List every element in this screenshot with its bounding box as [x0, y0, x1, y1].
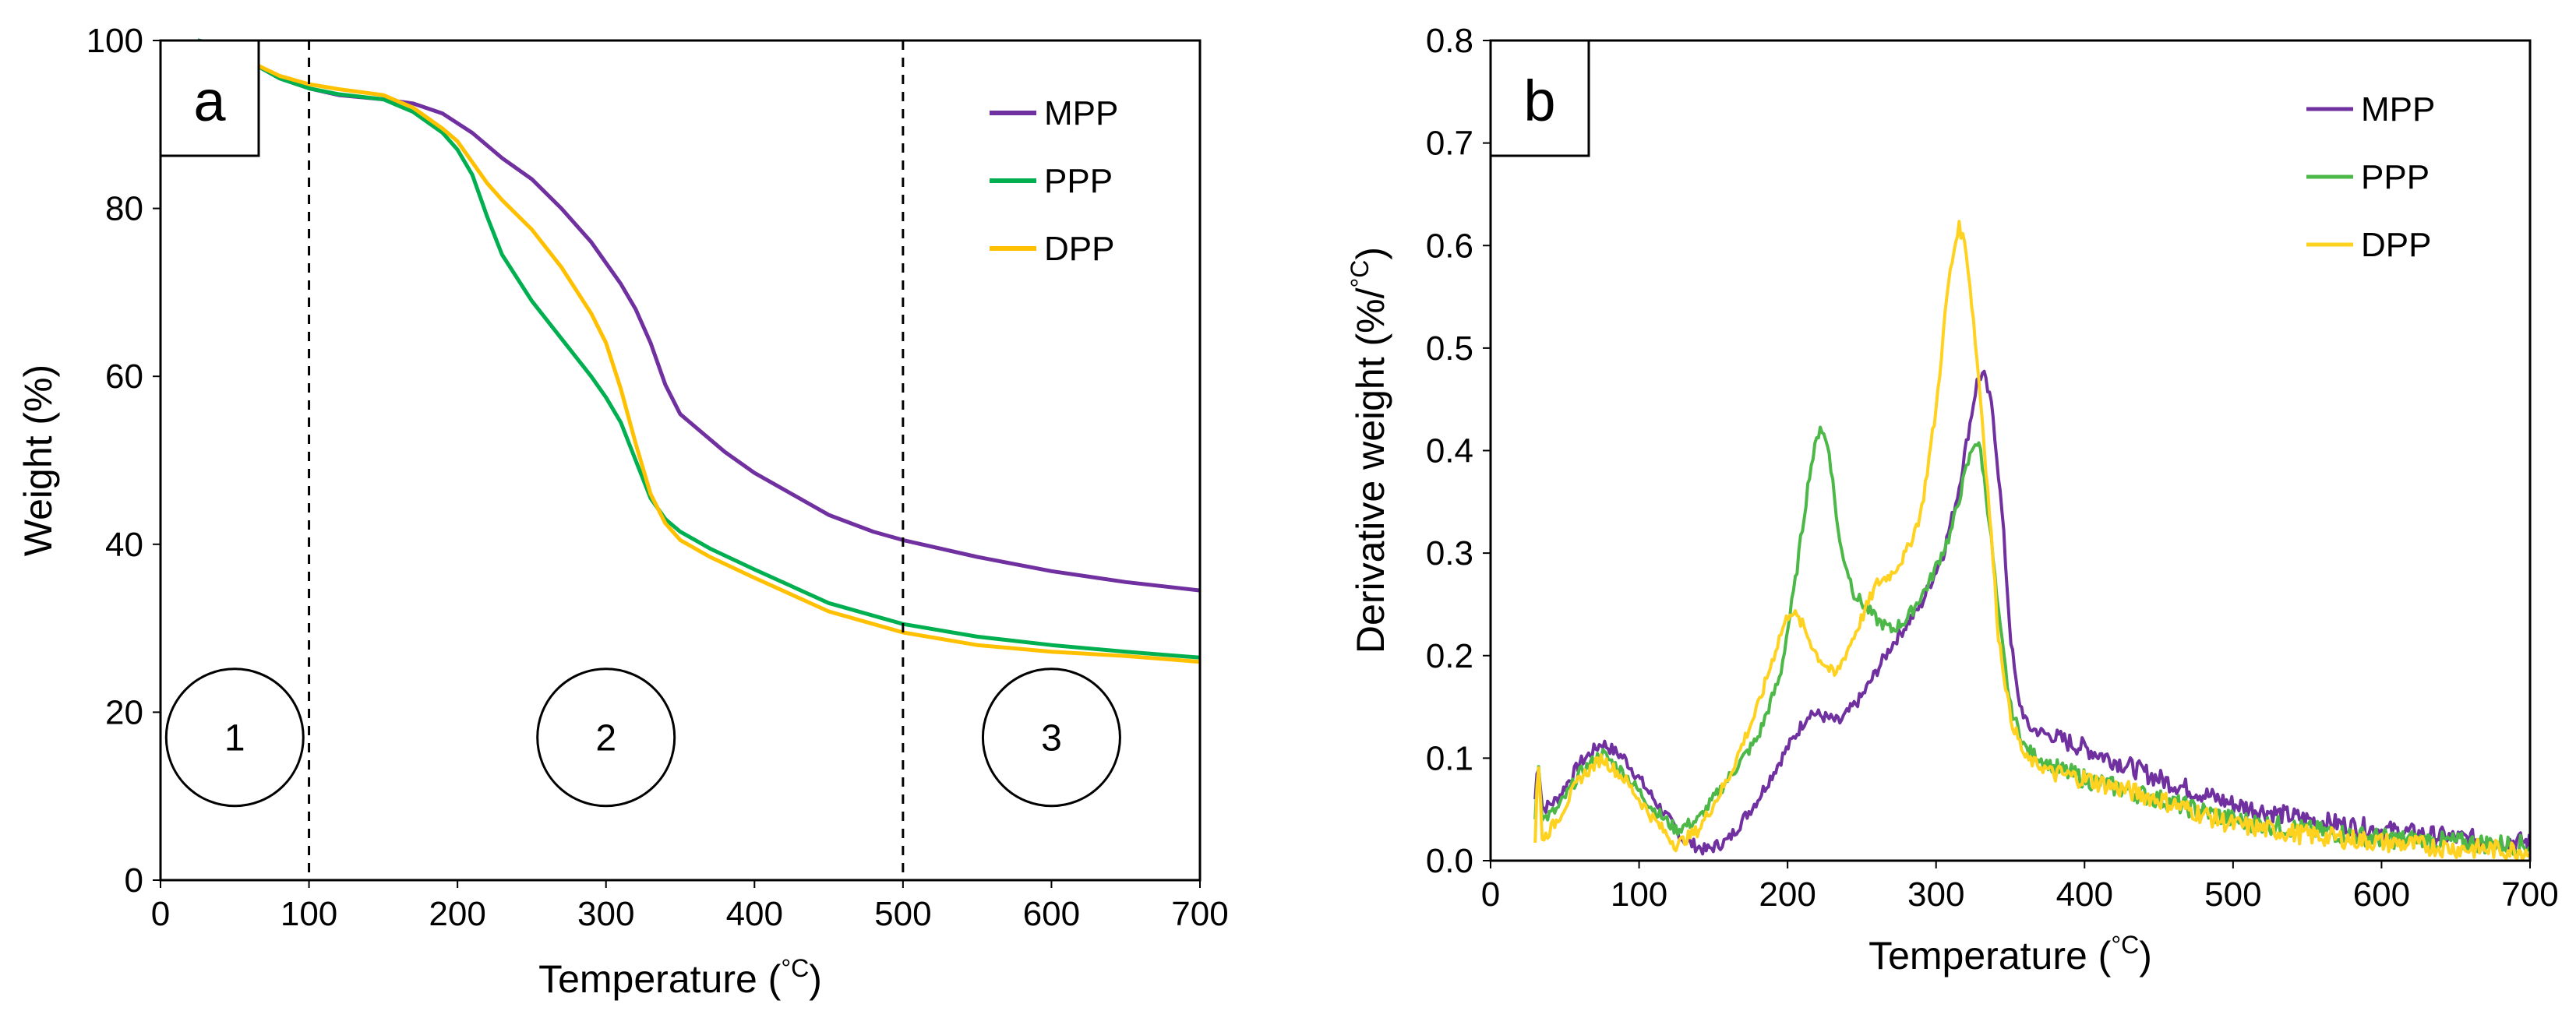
panel-b-legend: MPP PPP DPP [2306, 90, 2435, 264]
series-line-ppp [1533, 425, 2531, 856]
y-tick-label: 100 [86, 22, 143, 60]
y-tick-label: 20 [105, 693, 143, 731]
region-circle [536, 668, 676, 808]
x-tick-label: 500 [874, 895, 931, 933]
x-tick-label: 700 [2501, 875, 2558, 914]
y-tick-label: 80 [105, 190, 143, 228]
x-tick-label: 400 [2056, 875, 2113, 914]
series-line-dpp [1533, 220, 2531, 861]
x-tick-label: 200 [1759, 875, 1816, 914]
series-line-mpp [1533, 369, 2532, 856]
panel-b-series-group [1533, 220, 2532, 861]
panel-a-legend: MPP PPP DPP [990, 94, 1118, 268]
x-tick-label: 0 [151, 895, 170, 933]
legend-label-ppp: PPP [1044, 162, 1113, 200]
y-tick-label: 0.5 [1426, 329, 1473, 368]
x-tick-label: 500 [2204, 875, 2261, 914]
panel-b-label: b [1523, 69, 1555, 133]
legend-label-mpp: MPP [1044, 94, 1118, 132]
x-tick-label: 300 [577, 895, 634, 933]
x-tick-label: 600 [1023, 895, 1080, 933]
panel-a-label: a [193, 69, 226, 133]
y-tick-label: 0.0 [1426, 842, 1473, 880]
panel-a-plot-frame [159, 39, 1202, 882]
legend-label-mpp: MPP [2361, 90, 2435, 129]
y-tick-label: 0.8 [1426, 22, 1473, 60]
legend-label-dpp: DPP [2361, 226, 2431, 264]
x-tick-label: 600 [2353, 875, 2410, 914]
legend-label-ppp: PPP [2361, 158, 2430, 196]
x-tick-label: 400 [726, 895, 783, 933]
y-tick-label: 0.6 [1426, 227, 1473, 265]
x-tick-label: 100 [1611, 875, 1667, 914]
y-tick-label: 0.1 [1426, 739, 1473, 777]
region-label: 3 [1041, 718, 1062, 759]
y-tick-label: 0.4 [1426, 432, 1473, 470]
legend-label-dpp: DPP [1044, 230, 1114, 268]
y-tick-label: 0.3 [1426, 534, 1473, 572]
region-circle [981, 668, 1121, 808]
y-tick-label: 0 [125, 861, 143, 900]
y-tick-label: 40 [105, 526, 143, 564]
panel-a-label-box: a [159, 39, 260, 157]
y-tick-label: 60 [105, 358, 143, 396]
region-label: 2 [595, 718, 616, 759]
x-tick-label: 100 [281, 895, 337, 933]
panel-a-y-ticks: 0 20 40 60 80 100 [86, 22, 161, 900]
x-tick-label: 700 [1171, 895, 1228, 933]
panel-a-x-ticks: 0 100 200 300 400 500 600 700 [151, 880, 1229, 933]
x-tick-label: 0 [1481, 875, 1500, 914]
series-line-ppp [197, 38, 1201, 660]
panel-a-y-axis-title: Weight (%) [16, 365, 60, 556]
region-label: 1 [224, 718, 245, 759]
panel-b-x-ticks: 0 100 200 300 400 500 600 700 [1481, 861, 2559, 914]
y-tick-label: 0.7 [1426, 125, 1473, 163]
panel-a-series-group [197, 38, 1201, 664]
panel-a-annotations: 1 2 3 [164, 41, 1121, 880]
x-tick-label: 300 [1907, 875, 1964, 914]
panel-b-y-ticks: 0.0 0.1 0.2 0.3 0.4 0.5 0.6 0.7 0.8 [1426, 22, 1491, 880]
series-line-dpp [197, 42, 1201, 664]
panel-a-x-axis-title: Temperature (°C) [538, 954, 822, 1001]
y-tick-label: 0.2 [1426, 637, 1473, 675]
panel-b-x-axis-title: Temperature (°C) [1868, 931, 2152, 977]
panel-b-y-axis-title: Derivative weight (%/°C) [1346, 247, 1392, 653]
x-tick-label: 200 [429, 895, 485, 933]
region-circle [164, 668, 305, 808]
panel-b-chart: 0 100 200 300 400 500 600 700 0.00.10.20.30.40.… [1346, 22, 2559, 977]
panel-b-label-box: b [1489, 39, 1590, 157]
